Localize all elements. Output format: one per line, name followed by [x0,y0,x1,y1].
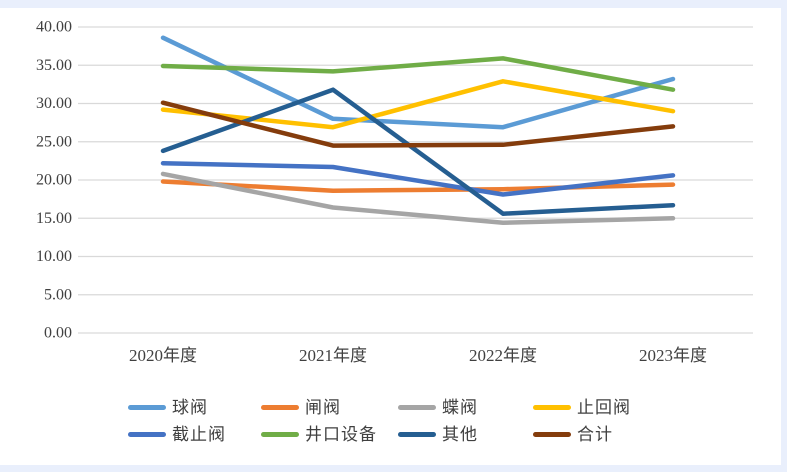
legend-swatch-icon [128,432,166,437]
legend-swatch-icon [398,405,436,410]
y-tick-label: 40.00 [36,19,72,36]
legend-label: 止回阀 [577,398,631,417]
y-tick-label: 25.00 [36,133,72,150]
legend-label: 合计 [577,425,613,444]
y-tick-label: 35.00 [36,57,72,74]
x-tick-label: 2020年度 [129,346,197,365]
series-line-球阀 [160,35,676,130]
legend-swatch-icon [533,432,571,437]
legend-item-井口设备: 井口设备 [261,426,398,443]
x-tick-label: 2021年度 [299,346,367,365]
x-tick-label: 2022年度 [469,346,537,365]
legend-item-其他: 其他 [398,426,533,443]
legend-swatch-icon [398,432,436,437]
legend-label: 闸阀 [305,398,341,417]
y-tick-label: 20.00 [36,172,72,189]
chart-legend: 球阀 闸阀 蝶阀 止回阀截止阀 井口设备 其他 合计 [128,399,673,443]
series-line-井口设备 [160,56,676,92]
y-tick-label: 15.00 [36,210,72,227]
legend-label: 蝶阀 [442,398,478,417]
series-line-合计 [160,100,676,148]
legend-swatch-icon [261,432,299,437]
legend-label: 其他 [442,425,478,444]
legend-swatch-icon [261,405,299,410]
x-tick-label: 2023年度 [639,346,707,365]
legend-swatch-icon [128,405,166,410]
legend-item-止回阀: 止回阀 [533,399,673,416]
legend-item-截止阀: 截止阀 [128,426,261,443]
legend-item-闸阀: 闸阀 [261,399,398,416]
legend-label: 井口设备 [305,425,377,444]
y-tick-label: 30.00 [36,95,72,112]
series-line-截止阀 [160,160,676,197]
series-line-其他 [160,87,676,216]
y-tick-label: 5.00 [44,286,72,303]
legend-label: 截止阀 [172,425,226,444]
series-line-蝶阀 [160,171,676,226]
legend-item-球阀: 球阀 [128,399,261,416]
legend-item-合计: 合计 [533,426,673,443]
legend-label: 球阀 [172,398,208,417]
y-tick-label: 0.00 [44,325,72,342]
legend-swatch-icon [533,405,571,410]
legend-item-蝶阀: 蝶阀 [398,399,533,416]
y-tick-label: 10.00 [36,248,72,265]
